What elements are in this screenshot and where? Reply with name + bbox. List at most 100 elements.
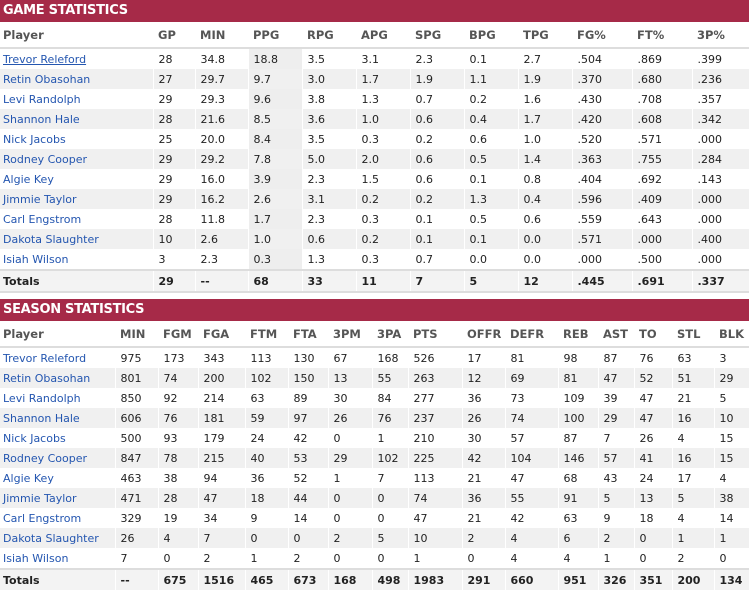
stat-cell-rpg: 3.5 bbox=[301, 48, 356, 69]
player-link[interactable]: Dakota Slaughter bbox=[3, 232, 99, 246]
column-header-3p-pct[interactable]: 3P% bbox=[692, 22, 749, 49]
stat-cell-tpg: 1.0 bbox=[517, 129, 572, 149]
player-link[interactable]: Jimmie Taylor bbox=[3, 491, 77, 505]
stat-cell-min: 329 bbox=[114, 508, 158, 528]
player-link[interactable]: Levi Randolph bbox=[3, 391, 81, 405]
column-header-fgm[interactable]: FGM bbox=[158, 321, 198, 348]
column-header-reb[interactable]: REB bbox=[558, 321, 598, 348]
player-link[interactable]: Algie Key bbox=[3, 471, 54, 485]
column-header-player[interactable]: Player bbox=[0, 22, 153, 49]
stat-cell-3p-pct: .143 bbox=[691, 169, 749, 189]
column-header-gp[interactable]: GP bbox=[153, 22, 195, 49]
stat-cell-defr: 81 bbox=[504, 347, 558, 368]
total-cell: 134 bbox=[713, 568, 749, 590]
stat-cell-to: 47 bbox=[633, 408, 672, 428]
total-cell: .691 bbox=[631, 269, 692, 291]
stat-cell-tpg: 0.0 bbox=[517, 229, 572, 249]
player-link[interactable]: Dakota Slaughter bbox=[3, 531, 99, 545]
column-header-ppg[interactable]: PPG bbox=[248, 22, 302, 49]
stat-cell-fg-pct: .420 bbox=[571, 109, 632, 129]
player-link[interactable]: Jimmie Taylor bbox=[3, 192, 77, 206]
total-cell: 673 bbox=[287, 568, 328, 590]
column-header-ft-pct[interactable]: FT% bbox=[632, 22, 692, 49]
stat-cell-min: 500 bbox=[114, 428, 158, 448]
table-row: Nick Jacobs 500 93 179 24 42 0 1 210 30 57 87 7 26 4 15 bbox=[0, 428, 749, 448]
player-link[interactable]: Levi Randolph bbox=[3, 92, 81, 106]
column-header-to[interactable]: TO bbox=[634, 321, 672, 348]
stat-cell-min: 11.8 bbox=[194, 209, 248, 229]
stat-cell-rpg: 3.0 bbox=[301, 69, 356, 89]
stat-cell-defr: 4 bbox=[504, 528, 558, 548]
player-cell: Retin Obasohan bbox=[0, 69, 153, 89]
column-header-ast[interactable]: AST bbox=[598, 321, 634, 348]
player-link[interactable]: Nick Jacobs bbox=[3, 431, 66, 445]
stat-cell-defr: 104 bbox=[504, 448, 558, 468]
column-header-min[interactable]: MIN bbox=[115, 321, 158, 348]
stat-cell-rpg: 5.0 bbox=[301, 149, 356, 169]
stat-cell-bpg: 0.4 bbox=[463, 109, 518, 129]
column-header-apg[interactable]: APG bbox=[356, 22, 410, 49]
stat-cell-tpg: 2.7 bbox=[517, 48, 572, 69]
column-header-3pm[interactable]: 3PM bbox=[328, 321, 372, 348]
player-link[interactable]: Shannon Hale bbox=[3, 411, 80, 425]
player-link[interactable]: Retin Obasohan bbox=[3, 72, 91, 86]
column-header-fg-pct[interactable]: FG% bbox=[572, 22, 632, 49]
stat-cell-fgm: 38 bbox=[157, 468, 198, 488]
stat-cell-tpg: 0.6 bbox=[517, 209, 572, 229]
total-cell: 326 bbox=[597, 568, 634, 590]
player-link[interactable]: Rodney Cooper bbox=[3, 451, 88, 465]
stat-cell-to: 41 bbox=[633, 448, 672, 468]
stat-cell-reb: 109 bbox=[557, 388, 598, 408]
column-header-player[interactable]: Player bbox=[0, 321, 115, 348]
column-header-fga[interactable]: FGA bbox=[198, 321, 245, 348]
player-link[interactable]: Algie Key bbox=[3, 172, 54, 186]
player-link[interactable]: Trevor Releford bbox=[3, 52, 87, 66]
stat-cell-3pa: 84 bbox=[371, 388, 408, 408]
stat-cell-spg: 0.1 bbox=[409, 229, 464, 249]
stat-cell-ast: 87 bbox=[597, 347, 634, 368]
player-link[interactable]: Shannon Hale bbox=[3, 112, 80, 126]
stat-cell-offr: 30 bbox=[461, 428, 505, 448]
stat-cell-fta: 89 bbox=[287, 388, 328, 408]
column-header-stl[interactable]: STL bbox=[672, 321, 714, 348]
stat-cell-ftm: 59 bbox=[244, 408, 288, 428]
column-header-pts[interactable]: PTS bbox=[408, 321, 462, 348]
player-link[interactable]: Carl Engstrom bbox=[3, 511, 82, 525]
table-row: Algie Key 463 38 94 36 52 1 7 113 21 47 68 43 24 17 4 bbox=[0, 468, 749, 488]
stat-cell-fg-pct: .404 bbox=[571, 169, 632, 189]
column-header-bpg[interactable]: BPG bbox=[464, 22, 518, 49]
stat-cell-ast: 29 bbox=[597, 408, 634, 428]
column-header-offr[interactable]: OFFR bbox=[462, 321, 505, 348]
column-header-3pa[interactable]: 3PA bbox=[372, 321, 408, 348]
column-header-spg[interactable]: SPG bbox=[410, 22, 464, 49]
player-link[interactable]: Isiah Wilson bbox=[3, 252, 69, 266]
stat-cell-stl: 2 bbox=[671, 548, 714, 569]
stat-cell-blk: 3 bbox=[713, 347, 749, 368]
total-cell: 7 bbox=[409, 269, 464, 291]
stat-cell-gp: 29 bbox=[152, 89, 195, 109]
stat-cell-fta: 2 bbox=[287, 548, 328, 569]
column-header-ftm[interactable]: FTM bbox=[245, 321, 288, 348]
player-link[interactable]: Retin Obasohan bbox=[3, 371, 91, 385]
stat-cell-3pm: 13 bbox=[327, 368, 372, 388]
column-header-blk[interactable]: BLK bbox=[714, 321, 749, 348]
stat-cell-min: 2.6 bbox=[194, 229, 248, 249]
column-header-defr[interactable]: DEFR bbox=[505, 321, 558, 348]
stat-cell-defr: 73 bbox=[504, 388, 558, 408]
stat-cell-stl: 63 bbox=[671, 347, 714, 368]
column-header-tpg[interactable]: TPG bbox=[518, 22, 572, 49]
stat-cell-gp: 29 bbox=[152, 189, 195, 209]
stat-cell-spg: 0.6 bbox=[409, 149, 464, 169]
player-link[interactable]: Nick Jacobs bbox=[3, 132, 66, 146]
stat-cell-fga: 179 bbox=[197, 428, 245, 448]
total-cell: .337 bbox=[691, 269, 749, 291]
player-link[interactable]: Carl Engstrom bbox=[3, 212, 82, 226]
player-link[interactable]: Rodney Cooper bbox=[3, 152, 88, 166]
player-link[interactable]: Isiah Wilson bbox=[3, 551, 69, 565]
stat-cell-fga: 2 bbox=[197, 548, 245, 569]
column-header-rpg[interactable]: RPG bbox=[302, 22, 356, 49]
column-header-min[interactable]: MIN bbox=[195, 22, 248, 49]
total-cell: 200 bbox=[671, 568, 714, 590]
player-link[interactable]: Trevor Releford bbox=[3, 351, 87, 365]
column-header-fta[interactable]: FTA bbox=[288, 321, 328, 348]
